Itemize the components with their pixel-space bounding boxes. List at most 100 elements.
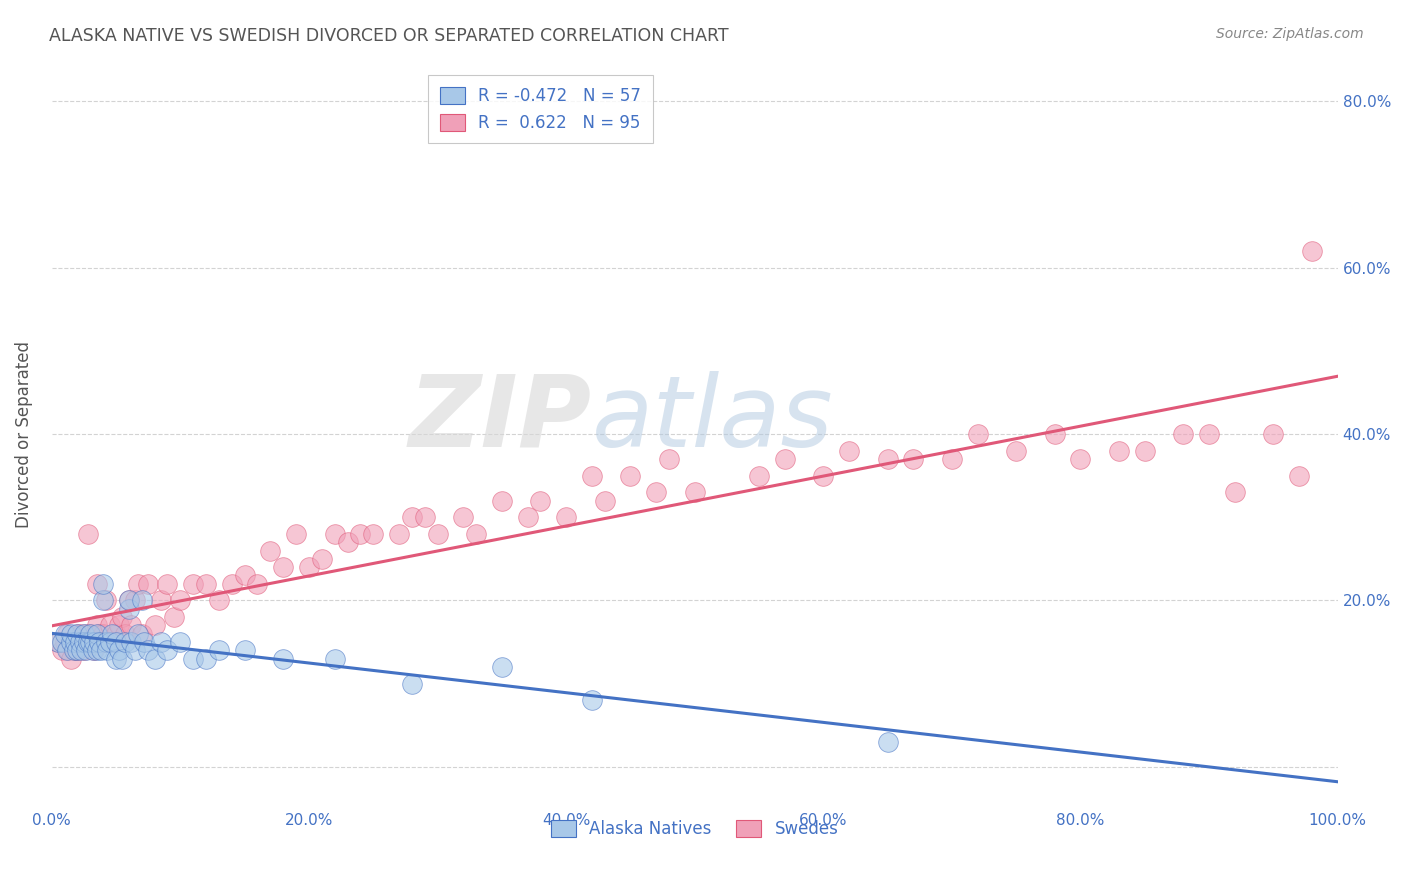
Point bbox=[53, 626, 76, 640]
Point bbox=[114, 635, 136, 649]
Point bbox=[813, 468, 835, 483]
Point bbox=[581, 468, 603, 483]
Point bbox=[101, 635, 124, 649]
Point bbox=[323, 651, 346, 665]
Legend: Alaska Natives, Swedes: Alaska Natives, Swedes bbox=[544, 814, 845, 845]
Point bbox=[208, 593, 231, 607]
Point bbox=[413, 510, 436, 524]
Point bbox=[66, 626, 89, 640]
Point bbox=[388, 527, 411, 541]
Point bbox=[516, 510, 538, 524]
Point bbox=[966, 427, 988, 442]
Point bbox=[581, 693, 603, 707]
Point bbox=[271, 651, 294, 665]
Point bbox=[46, 635, 69, 649]
Point bbox=[107, 618, 129, 632]
Point bbox=[79, 626, 101, 640]
Point bbox=[96, 643, 118, 657]
Point bbox=[89, 626, 111, 640]
Point bbox=[62, 643, 84, 657]
Point bbox=[118, 601, 141, 615]
Point bbox=[66, 643, 89, 657]
Point bbox=[66, 643, 89, 657]
Point bbox=[1198, 427, 1220, 442]
Point bbox=[53, 635, 76, 649]
Point bbox=[69, 635, 91, 649]
Point bbox=[101, 626, 124, 640]
Point bbox=[124, 643, 146, 657]
Point bbox=[271, 560, 294, 574]
Point bbox=[401, 676, 423, 690]
Point bbox=[136, 576, 159, 591]
Point bbox=[401, 510, 423, 524]
Point bbox=[86, 576, 108, 591]
Point bbox=[76, 626, 98, 640]
Point bbox=[91, 635, 114, 649]
Point bbox=[903, 452, 925, 467]
Point bbox=[60, 651, 83, 665]
Point bbox=[79, 635, 101, 649]
Point bbox=[79, 626, 101, 640]
Point bbox=[63, 643, 86, 657]
Point bbox=[83, 643, 105, 657]
Point bbox=[76, 643, 98, 657]
Point bbox=[70, 643, 93, 657]
Point bbox=[82, 635, 104, 649]
Point bbox=[336, 535, 359, 549]
Point bbox=[150, 635, 173, 649]
Point bbox=[1005, 443, 1028, 458]
Point bbox=[91, 576, 114, 591]
Point bbox=[1288, 468, 1310, 483]
Point bbox=[58, 643, 80, 657]
Point bbox=[838, 443, 860, 458]
Point bbox=[941, 452, 963, 467]
Point bbox=[60, 626, 83, 640]
Point bbox=[127, 626, 149, 640]
Point bbox=[1263, 427, 1285, 442]
Point bbox=[208, 643, 231, 657]
Point bbox=[233, 643, 256, 657]
Point bbox=[645, 485, 668, 500]
Point bbox=[51, 635, 73, 649]
Point bbox=[82, 643, 104, 657]
Point bbox=[150, 593, 173, 607]
Point bbox=[73, 626, 96, 640]
Point bbox=[105, 626, 128, 640]
Point bbox=[86, 643, 108, 657]
Point bbox=[876, 735, 898, 749]
Point bbox=[285, 527, 308, 541]
Point bbox=[1223, 485, 1246, 500]
Point bbox=[90, 635, 112, 649]
Point bbox=[163, 610, 186, 624]
Point bbox=[773, 452, 796, 467]
Point bbox=[181, 576, 204, 591]
Point bbox=[1069, 452, 1091, 467]
Text: ALASKA NATIVE VS SWEDISH DIVORCED OR SEPARATED CORRELATION CHART: ALASKA NATIVE VS SWEDISH DIVORCED OR SEP… bbox=[49, 27, 728, 45]
Point bbox=[56, 643, 79, 657]
Point bbox=[114, 626, 136, 640]
Point bbox=[1043, 427, 1066, 442]
Point bbox=[56, 626, 79, 640]
Text: atlas: atlas bbox=[592, 370, 834, 467]
Point bbox=[593, 493, 616, 508]
Point bbox=[73, 635, 96, 649]
Point bbox=[70, 626, 93, 640]
Point bbox=[121, 635, 143, 649]
Point bbox=[323, 527, 346, 541]
Point bbox=[195, 651, 218, 665]
Point bbox=[83, 635, 105, 649]
Point bbox=[491, 493, 513, 508]
Point bbox=[156, 643, 179, 657]
Point bbox=[134, 635, 156, 649]
Point bbox=[62, 635, 84, 649]
Point bbox=[619, 468, 641, 483]
Point bbox=[169, 635, 191, 649]
Point bbox=[118, 593, 141, 607]
Point bbox=[105, 635, 128, 649]
Point bbox=[529, 493, 551, 508]
Point bbox=[311, 551, 333, 566]
Point bbox=[361, 527, 384, 541]
Point bbox=[118, 593, 141, 607]
Point bbox=[136, 643, 159, 657]
Point bbox=[91, 593, 114, 607]
